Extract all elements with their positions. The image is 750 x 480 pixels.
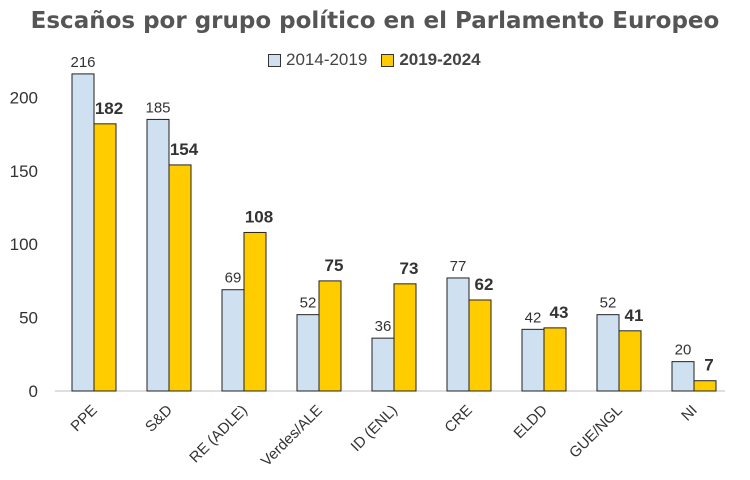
x-tick-label: ID (ENL) [348,402,401,455]
bar-2014-2019-NI [671,361,695,392]
x-tick-label: RE (ADLE) [186,402,250,466]
bar-2019-2024-Verdes/ALE [318,280,342,392]
x-tick-label: CRE [441,402,475,436]
y-tick-label: 50 [19,309,38,328]
x-tick-label: NI [678,402,701,425]
data-label-2014-2019-ELDD: 42 [525,309,542,326]
y-tick-label: 200 [10,88,38,107]
data-label-2014-2019-ID (ENL): 36 [375,318,392,335]
data-label-2019-2024-Verdes/ALE: 75 [325,256,344,275]
legend-item-2019-2024: 2019-2024 [381,50,481,70]
data-label-2014-2019-S&D: 185 [145,99,170,116]
legend-swatch-2014-2019 [268,53,281,67]
x-tick-label: PPE [68,402,101,435]
data-label-2014-2019-NI: 20 [675,342,692,359]
data-label-2014-2019-RE (ADLE): 69 [225,270,242,287]
bar-2019-2024-GUE/NGL [618,330,642,392]
bar-2019-2024-NI [693,380,717,392]
bar-2014-2019-RE (ADLE) [221,289,245,392]
data-label-2019-2024-GUE/NGL: 41 [625,306,644,325]
bar-2014-2019-Verdes/ALE [296,314,320,392]
bar-2014-2019-ID (ENL) [371,337,395,392]
bar-2014-2019-GUE/NGL [596,314,620,392]
data-label-2019-2024-ELDD: 43 [550,303,569,322]
bar-2019-2024-ELDD [543,327,567,392]
bar-2019-2024-RE (ADLE) [243,231,267,392]
chart-title: Escaños por grupo político en el Parlame… [30,8,720,34]
x-tick-label: S&D [142,402,176,436]
legend-item-2014-2019: 2014-2019 [268,50,367,70]
bar-2014-2019-PPE [71,73,95,392]
legend: 2014-2019 2019-2024 [268,50,495,70]
x-tick-label: ELDD [511,402,551,442]
data-label-2014-2019-PPE: 216 [70,54,95,71]
data-label-2014-2019-CRE: 77 [450,258,467,275]
bar-2019-2024-PPE [93,123,117,392]
y-tick-label: 100 [10,235,38,254]
data-label-2014-2019-GUE/NGL: 52 [600,295,617,312]
bar-2014-2019-ELDD [521,328,545,392]
bar-2019-2024-CRE [468,299,492,392]
x-tick-label: GUE/NGL [566,402,626,462]
bar-2019-2024-S&D [168,164,192,392]
legend-swatch-2019-2024 [381,53,395,67]
legend-label-2014-2019: 2014-2019 [286,50,368,69]
data-label-2019-2024-CRE: 62 [475,275,494,294]
data-label-2019-2024-S&D: 154 [170,140,199,159]
y-tick-label: 0 [29,382,38,401]
data-label-2014-2019-Verdes/ALE: 52 [300,295,317,312]
legend-label-2019-2024: 2019-2024 [399,50,481,69]
data-label-2019-2024-ID (ENL): 73 [400,259,419,278]
bar-2014-2019-CRE [446,277,470,392]
bar-2014-2019-S&D [146,118,170,392]
x-tick-label: Verdes/ALE [258,402,326,470]
data-label-2019-2024-NI: 7 [704,356,713,375]
y-tick-label: 150 [10,162,38,181]
data-label-2019-2024-PPE: 182 [95,99,123,118]
bar-2019-2024-ID (ENL) [393,283,417,392]
data-label-2019-2024-RE (ADLE): 108 [245,207,273,226]
